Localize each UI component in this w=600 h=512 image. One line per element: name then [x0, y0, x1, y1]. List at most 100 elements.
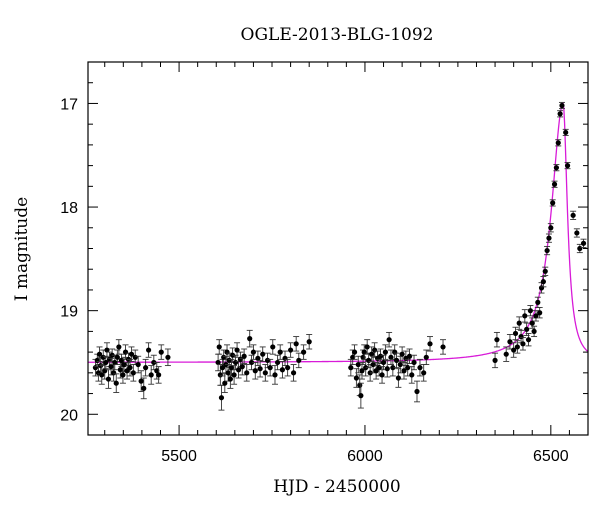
point-marker — [121, 361, 127, 368]
data-point — [306, 334, 313, 350]
y-tick-label: 17 — [60, 96, 78, 113]
point-marker — [414, 388, 420, 395]
point-marker — [409, 372, 415, 378]
data-point — [257, 359, 264, 378]
chart-title: OGLE-2013-BLG-1092 — [241, 25, 434, 45]
point-marker — [366, 357, 372, 363]
point-marker — [117, 367, 123, 373]
point-marker — [148, 372, 154, 378]
point-marker — [282, 355, 288, 361]
point-marker — [388, 354, 394, 360]
point-marker — [511, 347, 517, 353]
data-point — [532, 310, 539, 322]
data-point — [300, 344, 307, 360]
point-marker — [231, 372, 237, 378]
point-marker — [218, 395, 225, 401]
point-marker — [555, 140, 561, 146]
point-marker — [262, 370, 268, 376]
point-marker — [239, 364, 245, 370]
data-point — [241, 348, 248, 364]
point-marker — [244, 370, 250, 376]
point-marker — [507, 339, 513, 345]
axis-ticks: 5500 6000 6500 17 18 19 20 — [60, 61, 589, 465]
data-point — [510, 342, 517, 358]
point-marker — [397, 361, 403, 368]
data-point — [277, 344, 284, 360]
point-marker — [440, 344, 446, 350]
data-point — [102, 355, 109, 370]
y-tick-label: 18 — [60, 200, 78, 217]
data-point — [295, 352, 302, 369]
point-marker — [99, 372, 105, 378]
y-axis-label: I magnitude — [12, 197, 32, 301]
data-point — [576, 243, 583, 254]
point-marker — [570, 212, 576, 218]
data-point — [145, 342, 152, 358]
point-marker — [395, 375, 402, 381]
data-point — [411, 354, 418, 371]
data-point — [555, 139, 562, 147]
point-marker — [531, 328, 537, 334]
data-point — [284, 358, 291, 377]
point-marker — [293, 341, 299, 347]
point-marker — [351, 349, 358, 355]
point-marker — [215, 359, 221, 366]
point-marker — [537, 310, 543, 316]
data-point — [293, 336, 300, 352]
point-marker — [138, 378, 144, 384]
data-point — [558, 101, 565, 110]
point-marker — [423, 354, 429, 360]
point-marker — [540, 279, 546, 285]
point-marker — [379, 372, 385, 378]
point-marker — [272, 372, 278, 378]
point-marker — [288, 347, 294, 353]
data-point — [364, 339, 371, 355]
data-point — [562, 128, 569, 137]
data-point — [553, 164, 560, 172]
point-marker — [301, 349, 307, 355]
point-marker — [143, 365, 149, 371]
point-marker — [165, 354, 171, 360]
data-point — [440, 339, 447, 355]
data-point — [557, 110, 564, 118]
point-marker — [250, 349, 257, 355]
point-marker — [401, 368, 407, 374]
data-point — [423, 349, 430, 365]
point-marker — [406, 353, 413, 359]
point-marker — [364, 344, 370, 350]
data-point — [397, 355, 404, 374]
point-marker — [306, 339, 312, 345]
point-marker — [285, 365, 291, 371]
point-marker — [525, 337, 532, 343]
point-marker — [235, 367, 242, 373]
data-point — [521, 309, 528, 323]
point-marker — [120, 372, 126, 378]
data-point — [382, 344, 389, 360]
point-marker — [264, 357, 271, 363]
data-point — [351, 344, 358, 360]
data-point — [142, 358, 149, 377]
data-point — [127, 358, 134, 377]
data-point — [282, 350, 289, 367]
point-marker — [527, 308, 533, 314]
data-point — [427, 336, 434, 352]
point-marker — [241, 353, 247, 359]
data-point — [128, 346, 135, 362]
data-point — [271, 365, 278, 385]
point-marker — [234, 347, 240, 353]
data-point — [250, 344, 257, 360]
point-marker — [546, 235, 552, 241]
point-marker — [577, 245, 583, 252]
data-point — [393, 352, 400, 369]
point-marker — [104, 347, 110, 353]
point-marker — [154, 368, 160, 374]
point-marker — [108, 364, 114, 370]
data-point — [243, 364, 250, 382]
data-point — [406, 348, 413, 364]
point-marker — [542, 268, 548, 274]
point-marker — [427, 341, 433, 347]
data-point — [267, 358, 274, 377]
data-points-layer — [92, 101, 587, 411]
data-point — [135, 355, 142, 374]
